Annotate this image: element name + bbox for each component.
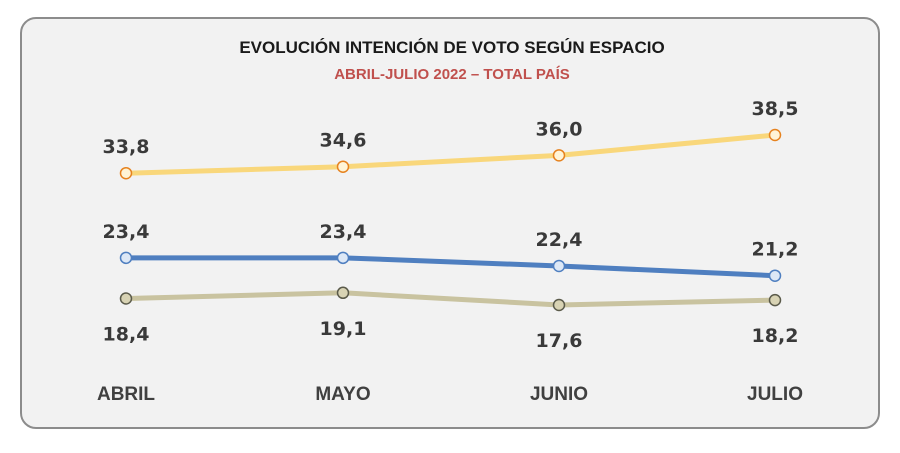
chart-subtitle: ABRIL-JULIO 2022 – TOTAL PAÍS xyxy=(334,66,570,83)
series-3-data-label: 17,6 xyxy=(536,330,583,352)
series-1-point xyxy=(119,166,133,180)
series-3-point xyxy=(119,292,133,305)
series-3-data-label: 18,2 xyxy=(752,325,799,347)
series-1-point xyxy=(552,149,566,162)
series-1-data-label: 34,6 xyxy=(320,130,367,152)
x-tick-label: JUNIO xyxy=(530,384,588,405)
series-3-data-label: 18,4 xyxy=(103,323,150,345)
series-2-data-label: 23,4 xyxy=(103,221,150,243)
series-2-point xyxy=(119,251,133,265)
series-2-point xyxy=(768,269,782,282)
series-2-point xyxy=(552,259,566,273)
series-2-data-label: 23,4 xyxy=(320,221,367,243)
series-1-data-label: 33,8 xyxy=(103,136,150,158)
series-1-data-label: 38,5 xyxy=(752,98,799,120)
series-3-point xyxy=(768,293,782,307)
series-3-data-label: 19,1 xyxy=(320,318,367,340)
series-3-point xyxy=(336,286,350,300)
series-2-data-label: 22,4 xyxy=(536,229,583,251)
series-3-point xyxy=(552,298,566,312)
series-2-data-label: 21,2 xyxy=(752,239,799,261)
series-1-point xyxy=(768,128,782,142)
x-tick-label: MAYO xyxy=(315,384,370,405)
series-1-data-label: 36,0 xyxy=(536,118,583,140)
x-tick-label: JULIO xyxy=(747,384,803,405)
x-tick-label: ABRIL xyxy=(97,384,155,405)
chart-frame xyxy=(20,17,880,429)
series-2-line xyxy=(126,255,776,279)
chart-title: EVOLUCIÓN INTENCIÓN DE VOTO SEGÚN ESPACI… xyxy=(239,38,664,57)
series-2-point xyxy=(336,251,350,265)
series-1-line xyxy=(125,132,776,176)
series-3-line xyxy=(125,290,776,308)
series-1-point xyxy=(336,160,350,173)
